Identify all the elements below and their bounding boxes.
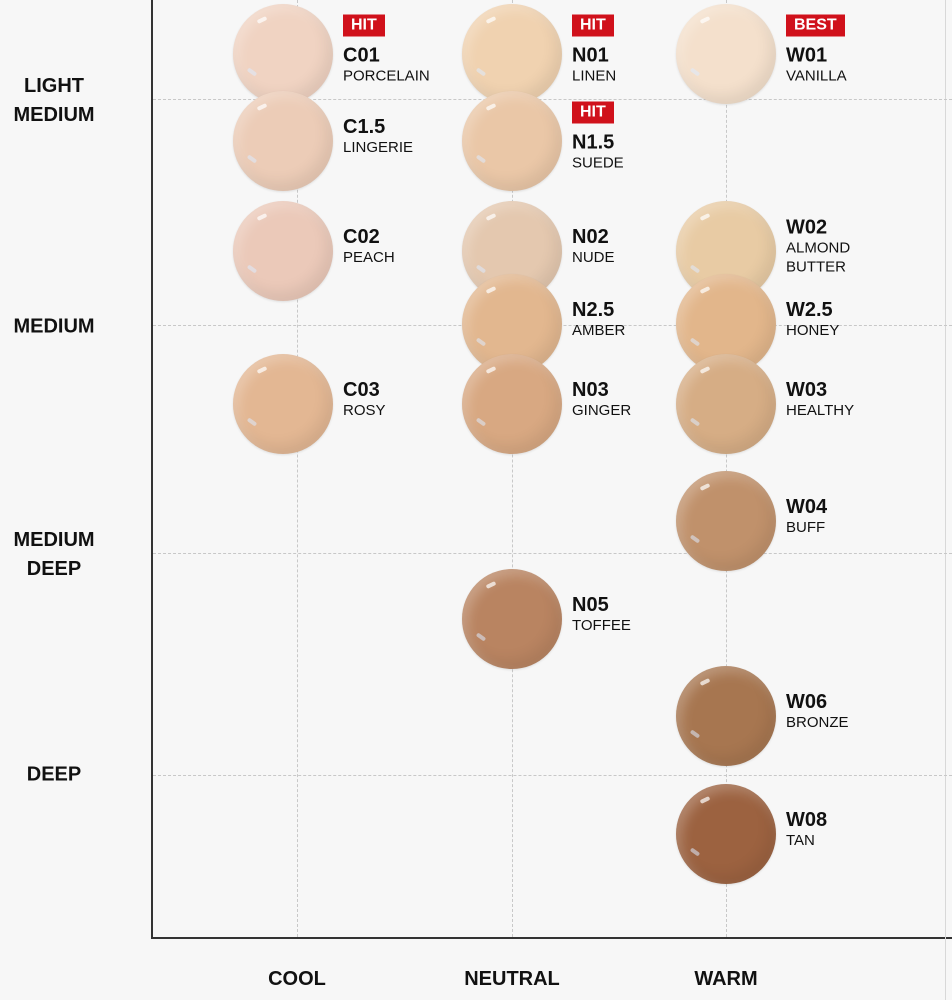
shade-label: N02 NUDE (572, 227, 615, 267)
shade-label: W08 TAN (786, 810, 827, 850)
shade-label: C02 PEACH (343, 227, 395, 267)
shade-label: N03 GINGER (572, 380, 631, 420)
shade-code: W03 (786, 379, 828, 401)
shade-swatch-n01 (462, 4, 562, 104)
shade-name: BUFF (786, 519, 826, 536)
shade-name: VANILLA (786, 67, 847, 85)
x-label-neutral: NEUTRAL (464, 968, 560, 990)
shade-label: W03 HEALTHY (786, 380, 854, 420)
x-axis-line (151, 937, 952, 939)
shade-code: N02 (572, 226, 609, 248)
shade-swatch-n1-5 (462, 91, 562, 191)
shade-label: W06 BRONZE (786, 692, 849, 732)
shade-code: C03 (343, 379, 380, 401)
shade-code: C02 (343, 226, 380, 248)
x-label-warm: WARM (694, 968, 758, 990)
shade-name: NUDE (572, 249, 615, 266)
shade-code: W01 (786, 44, 828, 67)
shade-badge: HIT (572, 14, 614, 37)
shade-swatch-w06 (676, 666, 776, 766)
shade-label: W02 ALMOND BUTTER (786, 216, 882, 277)
shade-swatch-c1-5 (233, 91, 333, 191)
shade-swatch-n05 (462, 569, 562, 669)
shade-name: HEALTHY (786, 402, 855, 419)
shade-label: HIT N1.5 SUEDE (572, 101, 624, 173)
shade-name: PEACH (343, 249, 395, 266)
grid-line (153, 775, 952, 776)
shade-code: N01 (572, 44, 609, 67)
shade-label: HIT N01 LINEN (572, 14, 617, 86)
grid-line (153, 99, 952, 100)
right-border (945, 0, 946, 1000)
shade-code: N2.5 (572, 299, 615, 321)
shade-label: W2.5 HONEY (786, 300, 839, 340)
shade-code: W06 (786, 691, 828, 713)
shade-badge: HIT (572, 101, 614, 124)
shade-code: W04 (786, 496, 828, 518)
shade-swatch-n03 (462, 354, 562, 454)
shade-name: HONEY (786, 322, 840, 339)
grid-line (297, 0, 298, 937)
shade-name: LINEN (572, 67, 617, 85)
shade-swatch-c01 (233, 4, 333, 104)
shade-name: LINGERIE (343, 139, 414, 156)
shade-name: SUEDE (572, 154, 624, 172)
shade-name: BRONZE (786, 714, 849, 731)
shade-name: ALMOND BUTTER (786, 239, 851, 276)
shade-name: PORCELAIN (343, 67, 430, 85)
shade-code: C1.5 (343, 116, 386, 138)
shade-code: W02 (786, 216, 828, 239)
shade-swatch-w08 (676, 784, 776, 884)
shade-code: N05 (572, 594, 609, 616)
shade-label: N05 TOFFEE (572, 595, 631, 635)
shade-swatch-c03 (233, 354, 333, 454)
shade-swatch-w04 (676, 471, 776, 571)
shade-badge: BEST (786, 14, 845, 37)
shade-swatch-w03 (676, 354, 776, 454)
grid-line (153, 553, 952, 554)
shade-label: W04 BUFF (786, 497, 827, 537)
y-label-light-medium: LIGHT MEDIUM (13, 75, 95, 126)
y-label-medium-deep: MEDIUM DEEP (13, 529, 95, 580)
shade-code: C01 (343, 44, 380, 67)
shade-name: TAN (786, 832, 815, 849)
grid-line (726, 0, 727, 937)
shade-label: BEST W01 VANILLA (786, 14, 847, 86)
shade-badge: HIT (343, 14, 385, 37)
shade-label: C03 ROSY (343, 380, 386, 420)
shade-name: TOFFEE (572, 617, 631, 634)
shade-label: C1.5 LINGERIE (343, 117, 413, 157)
shade-label: HIT C01 PORCELAIN (343, 14, 430, 86)
shade-name: AMBER (572, 322, 626, 339)
shade-code: W08 (786, 809, 828, 831)
shade-code: W2.5 (786, 299, 833, 321)
shade-swatch-c02 (233, 201, 333, 301)
y-axis-line (151, 0, 153, 939)
shade-name: GINGER (572, 402, 632, 419)
shade-name: ROSY (343, 402, 386, 419)
grid-line (512, 0, 513, 937)
shade-swatch-w01 (676, 4, 776, 104)
shade-label: N2.5 AMBER (572, 300, 625, 340)
shade-code: N1.5 (572, 131, 615, 154)
y-label-medium: MEDIUM (13, 315, 95, 338)
shade-code: N03 (572, 379, 609, 401)
y-label-deep: DEEP (26, 763, 82, 786)
x-label-cool: COOL (268, 968, 326, 990)
